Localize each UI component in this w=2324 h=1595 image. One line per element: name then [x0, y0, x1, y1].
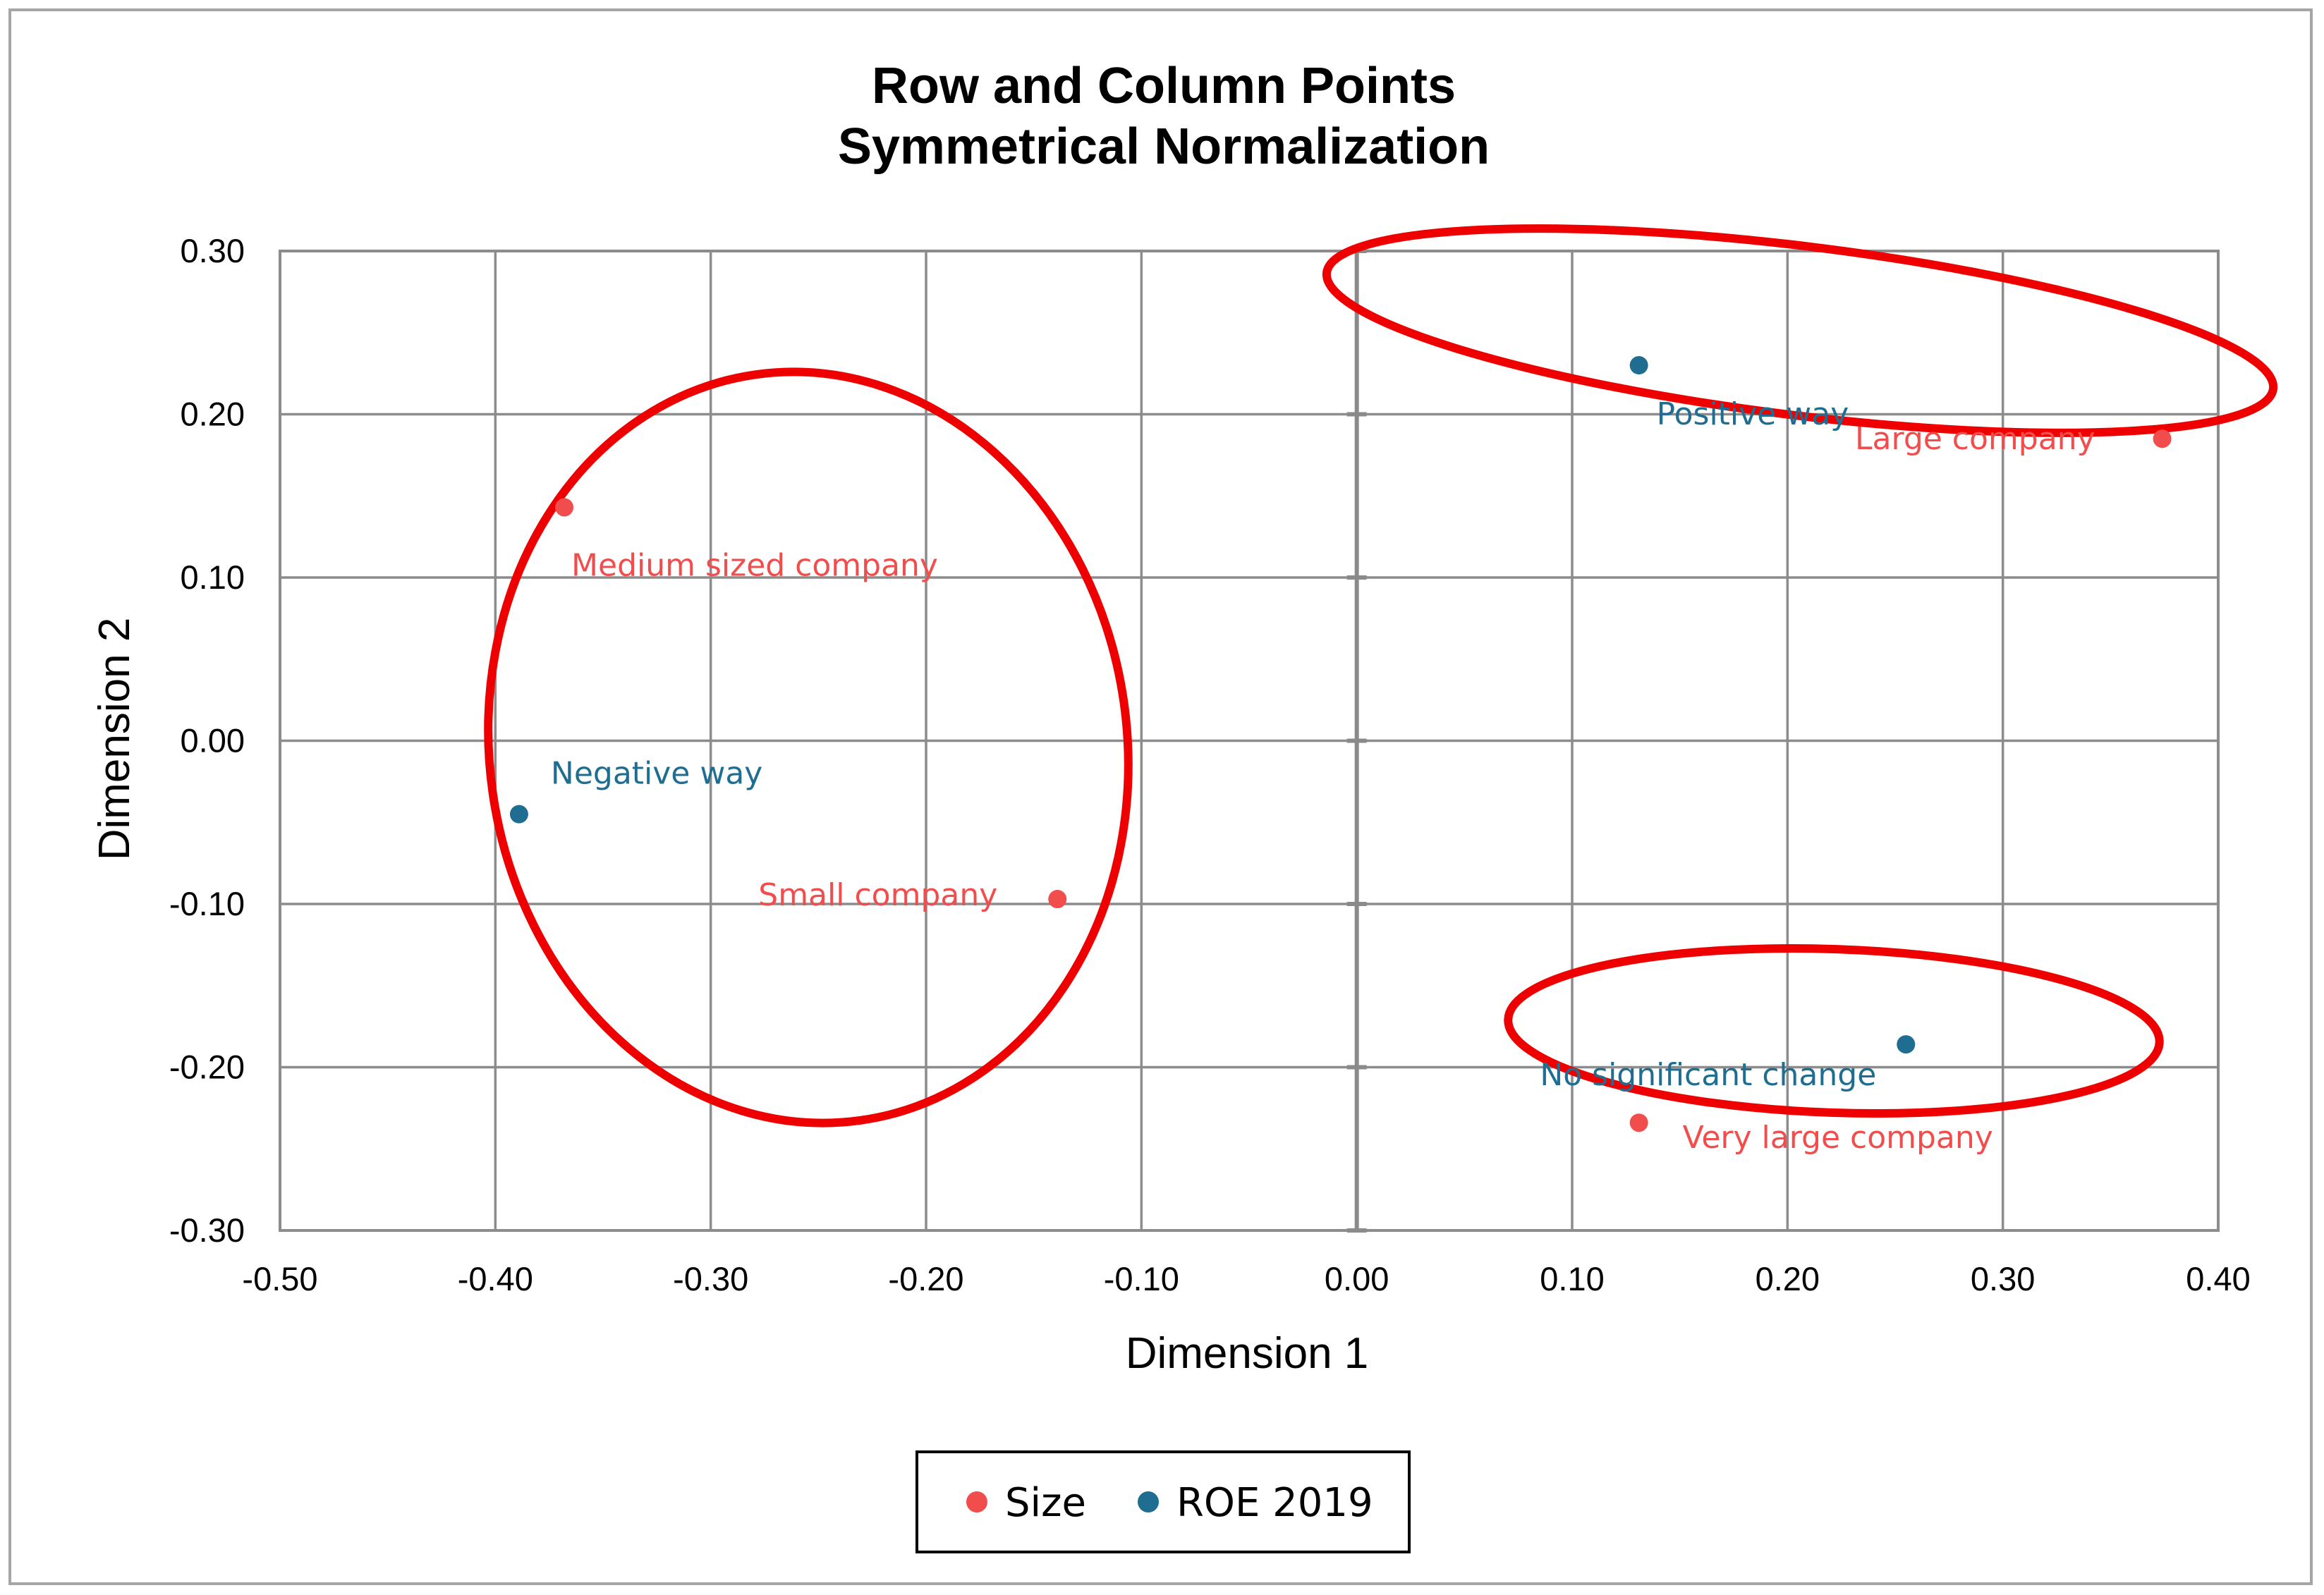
- x-axis-title: Dimension 1: [1126, 1329, 1369, 1378]
- data-point-very-large-company: [1629, 1113, 1648, 1132]
- x-tick-label: 0.00: [1325, 1260, 1389, 1297]
- grid: [279, 249, 2220, 1233]
- legend-marker-roe-2019: [1138, 1491, 1159, 1512]
- annotation-ellipse-bottom-right: [1504, 943, 2164, 1118]
- legend-marker-size: [966, 1491, 987, 1512]
- data-point-positive-way: [1629, 356, 1648, 375]
- point-label-positive-way: Positive way: [1657, 396, 1849, 432]
- x-tick-label: 0.20: [1756, 1260, 1820, 1297]
- data-points: Medium sized company Small company Large c…: [509, 356, 2172, 1156]
- point-label-small-company: Small company: [758, 877, 997, 913]
- x-tick-label: -0.20: [888, 1260, 963, 1297]
- data-point-medium-sized-company: [555, 498, 574, 517]
- y-tick-label: 0.30: [181, 232, 245, 269]
- legend-box: [915, 1450, 1411, 1553]
- data-point-negative-way: [509, 805, 528, 824]
- legend-label-roe-2019: ROE 2019: [1176, 1480, 1373, 1526]
- legend: Size ROE 2019: [915, 1450, 1411, 1553]
- chart-title-line-2: Symmetrical Normalization: [838, 118, 1490, 175]
- x-tick-label: -0.30: [673, 1260, 748, 1297]
- data-point-no-significant-change: [1897, 1035, 1916, 1054]
- y-axis-ticks: 0.30 0.20 0.10 0.00 -0.10 -0.20 -0.30: [169, 232, 245, 1249]
- annotation-ellipse-left: [484, 367, 1133, 1128]
- y-tick-label: -0.10: [169, 885, 245, 922]
- chart-title-line-1: Row and Column Points: [872, 58, 1456, 114]
- x-tick-label: -0.10: [1104, 1260, 1179, 1297]
- plot-area-outline: [279, 250, 2220, 1232]
- x-axis-ticks: -0.50 -0.40 -0.30 -0.20 -0.10 0.00 0.10 0.20 0.3…: [242, 1260, 2250, 1297]
- y-tick-label: -0.20: [169, 1049, 245, 1086]
- point-label-large-company: Large company: [1855, 421, 2095, 457]
- data-point-small-company: [1048, 890, 1067, 909]
- annotation-ellipse-top-right: [1322, 224, 2278, 437]
- x-tick-label: -0.40: [458, 1260, 533, 1297]
- y-tick-label: 0.20: [181, 396, 245, 433]
- y-tick-label: -0.30: [169, 1211, 245, 1249]
- x-tick-label: -0.50: [242, 1260, 317, 1297]
- chart-frame: [8, 8, 2313, 1585]
- x-tick-label: 0.10: [1540, 1260, 1604, 1297]
- x-tick-label: 0.30: [1971, 1260, 2035, 1297]
- point-label-no-significant-change: No significant change: [1540, 1057, 1876, 1093]
- annotation-ellipses: [484, 224, 2278, 1128]
- legend-label-size: Size: [1005, 1480, 1086, 1526]
- y-axis-title: Dimension 2: [90, 618, 139, 861]
- y-tick-label: 0.10: [181, 558, 245, 596]
- x-tick-label: 0.40: [2186, 1260, 2250, 1297]
- y-tick-label: 0.00: [181, 722, 245, 759]
- point-label-very-large-company: Very large company: [1683, 1120, 1993, 1156]
- data-point-large-company: [2153, 429, 2172, 448]
- point-label-medium-sized-company: Medium sized company: [571, 547, 938, 583]
- chart-title: Row and Column Points Symmetrical Normal…: [838, 58, 1490, 175]
- plot-area-border: [279, 250, 2220, 1232]
- point-label-negative-way: Negative way: [551, 756, 762, 792]
